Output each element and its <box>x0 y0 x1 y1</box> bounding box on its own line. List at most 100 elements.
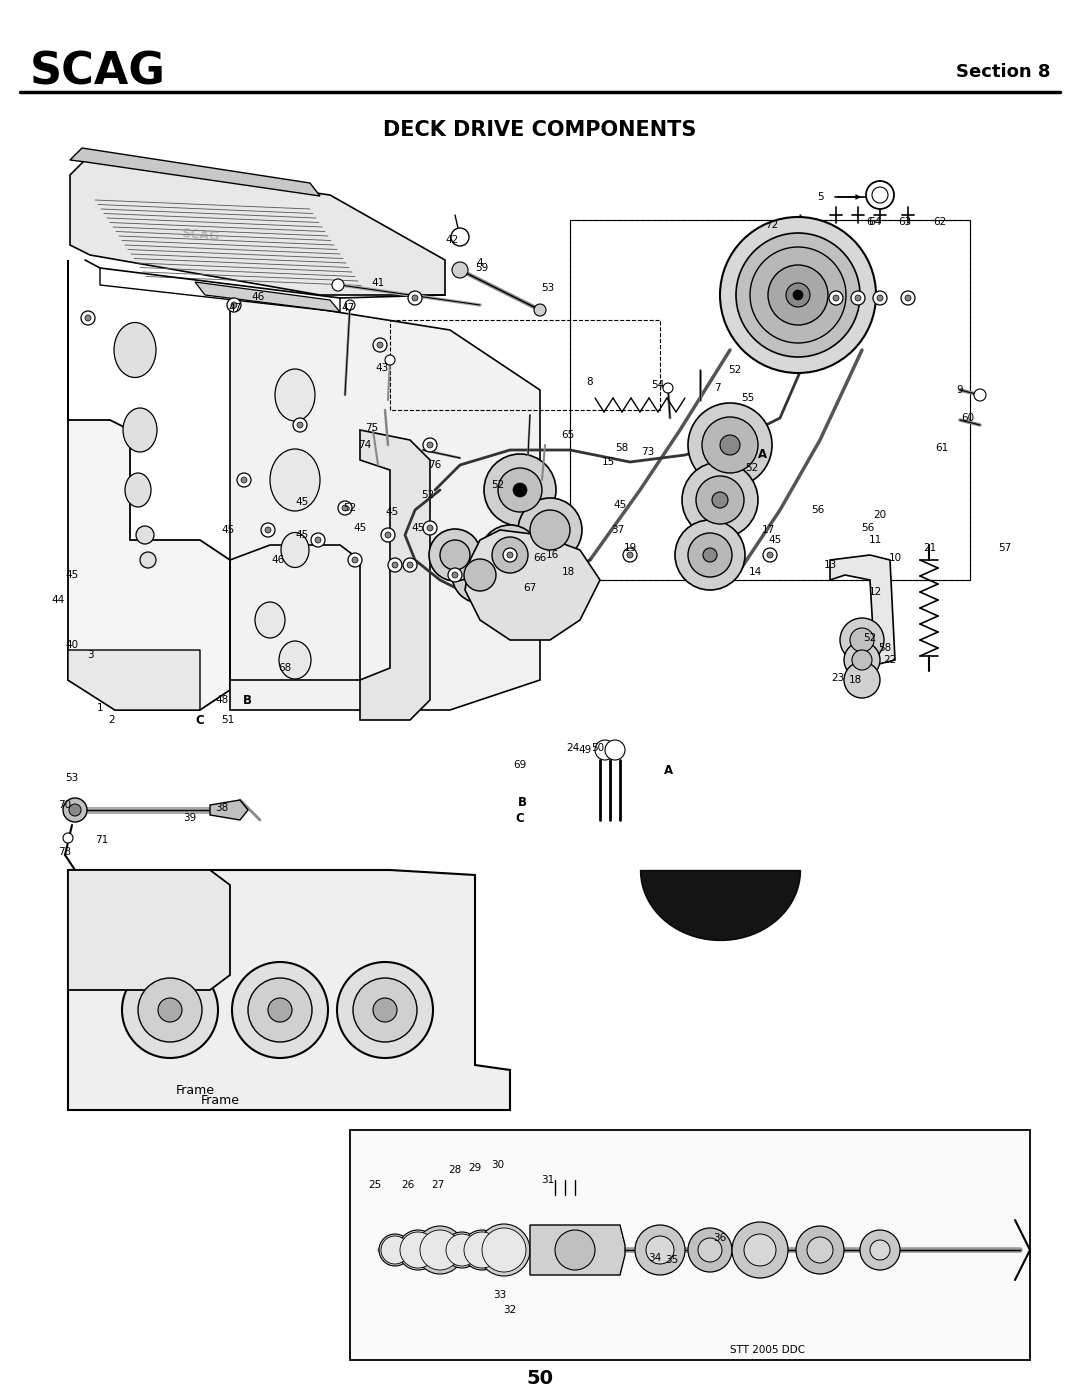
Text: 1: 1 <box>97 703 104 712</box>
Text: 21: 21 <box>923 543 936 553</box>
Text: 54: 54 <box>651 380 664 390</box>
Text: 46: 46 <box>252 292 265 302</box>
Polygon shape <box>230 295 540 710</box>
Text: C: C <box>515 812 525 824</box>
Circle shape <box>850 629 874 652</box>
Text: 52: 52 <box>421 490 434 500</box>
Circle shape <box>681 462 758 538</box>
Text: 58: 58 <box>878 643 892 652</box>
Circle shape <box>688 1228 732 1273</box>
Circle shape <box>767 552 773 557</box>
Circle shape <box>268 997 292 1023</box>
Text: 18: 18 <box>562 567 575 577</box>
Text: STT 2005 DDC: STT 2005 DDC <box>730 1345 805 1355</box>
Text: 36: 36 <box>714 1234 727 1243</box>
Circle shape <box>69 805 81 816</box>
Text: 28: 28 <box>448 1165 461 1175</box>
Circle shape <box>138 978 202 1042</box>
Text: 67: 67 <box>524 583 537 592</box>
Circle shape <box>248 978 312 1042</box>
Circle shape <box>453 571 458 578</box>
Circle shape <box>448 569 462 583</box>
Text: 2: 2 <box>109 715 116 725</box>
Text: 60: 60 <box>961 414 974 423</box>
Circle shape <box>63 833 73 842</box>
Circle shape <box>379 1234 411 1266</box>
Text: Section 8: Section 8 <box>956 63 1050 81</box>
Circle shape <box>744 1234 777 1266</box>
Circle shape <box>381 528 395 542</box>
Circle shape <box>353 978 417 1042</box>
Ellipse shape <box>140 552 156 569</box>
Circle shape <box>451 228 469 246</box>
Text: 15: 15 <box>602 457 615 467</box>
Text: 52: 52 <box>745 462 758 474</box>
Text: 18: 18 <box>849 675 862 685</box>
Circle shape <box>480 525 540 585</box>
Text: 61: 61 <box>935 443 948 453</box>
Text: 65: 65 <box>562 430 575 440</box>
Ellipse shape <box>123 408 157 453</box>
Text: 45: 45 <box>221 525 234 535</box>
Circle shape <box>513 483 527 497</box>
Circle shape <box>866 182 894 210</box>
Circle shape <box>373 997 397 1023</box>
Circle shape <box>555 1229 595 1270</box>
Circle shape <box>392 562 399 569</box>
Text: 7: 7 <box>714 383 720 393</box>
Circle shape <box>261 522 275 536</box>
Ellipse shape <box>114 323 156 377</box>
Text: 41: 41 <box>372 278 384 288</box>
Text: 70: 70 <box>58 800 71 810</box>
Text: 9: 9 <box>957 386 963 395</box>
Circle shape <box>702 416 758 474</box>
Text: 4: 4 <box>476 258 484 268</box>
Text: 8: 8 <box>586 377 593 387</box>
Text: 45: 45 <box>768 535 782 545</box>
Text: 45: 45 <box>386 507 399 517</box>
Text: 73: 73 <box>58 847 71 856</box>
Text: A: A <box>663 764 673 777</box>
Ellipse shape <box>270 448 320 511</box>
Circle shape <box>420 1229 460 1270</box>
Text: C: C <box>195 714 204 726</box>
Circle shape <box>332 279 345 291</box>
Circle shape <box>872 187 888 203</box>
Circle shape <box>446 1234 478 1266</box>
Text: 3: 3 <box>86 650 93 659</box>
Text: B: B <box>517 795 527 809</box>
Text: 74: 74 <box>359 440 372 450</box>
Circle shape <box>342 504 348 511</box>
Circle shape <box>688 534 732 577</box>
Circle shape <box>416 1227 464 1274</box>
Text: Frame: Frame <box>175 1084 215 1097</box>
Circle shape <box>237 474 251 488</box>
Circle shape <box>427 525 433 531</box>
Text: SCAG: SCAG <box>180 226 219 243</box>
Text: 33: 33 <box>494 1289 507 1301</box>
Text: 16: 16 <box>545 550 558 560</box>
Ellipse shape <box>279 641 311 679</box>
Text: 59: 59 <box>475 263 488 272</box>
Text: 34: 34 <box>648 1253 662 1263</box>
Polygon shape <box>465 529 600 640</box>
Circle shape <box>440 541 470 570</box>
Circle shape <box>384 532 391 538</box>
Text: 52: 52 <box>343 503 356 513</box>
Text: 37: 37 <box>611 525 624 535</box>
Circle shape <box>833 295 839 300</box>
Circle shape <box>732 1222 788 1278</box>
Text: 55: 55 <box>741 393 755 402</box>
Text: 13: 13 <box>823 560 837 570</box>
Polygon shape <box>70 148 320 196</box>
Text: 22: 22 <box>883 655 896 665</box>
Ellipse shape <box>136 527 154 543</box>
Text: 32: 32 <box>503 1305 516 1315</box>
Text: 44: 44 <box>52 595 65 605</box>
Circle shape <box>901 291 915 305</box>
Polygon shape <box>195 282 340 312</box>
Text: 47: 47 <box>228 303 242 313</box>
Circle shape <box>345 300 355 310</box>
Circle shape <box>464 559 496 591</box>
Text: 10: 10 <box>889 553 902 563</box>
